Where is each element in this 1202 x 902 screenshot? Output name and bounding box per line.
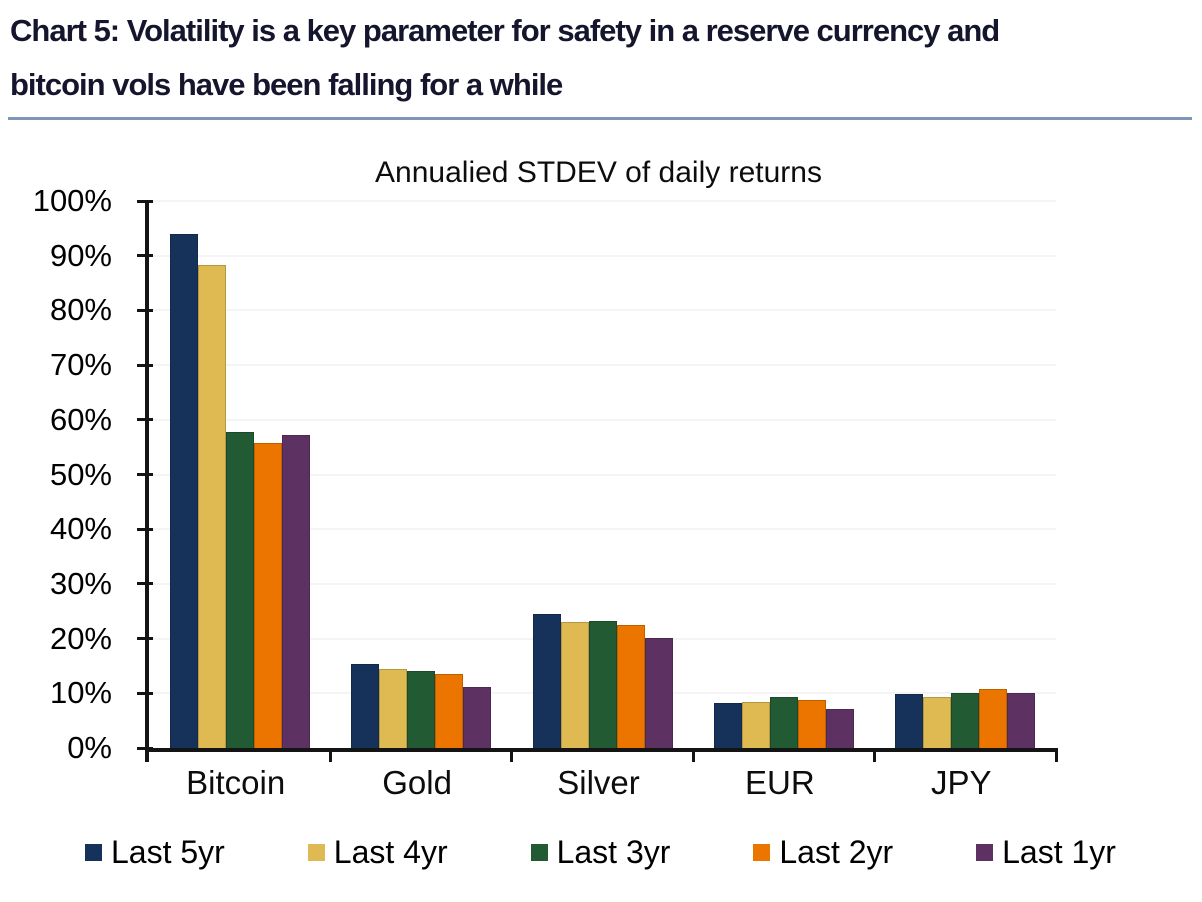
bar-jpy-last-4yr [923, 697, 952, 748]
x-axis-label-gold: Gold [382, 764, 452, 801]
x-axis-tick [873, 748, 877, 762]
bar-bitcoin-last-5yr [169, 233, 198, 748]
y-axis-tick [137, 199, 153, 203]
y-axis-label: 90% [49, 237, 112, 273]
y-axis-tick [137, 691, 153, 695]
y-axis-label: 60% [49, 401, 112, 437]
bar-gold-last-2yr [435, 673, 464, 748]
bar-silver-last-4yr [560, 622, 589, 748]
bar-eur-last-3yr [769, 696, 798, 748]
y-axis-label: 80% [49, 292, 112, 328]
x-axis-label-bitcoin: Bitcoin [186, 764, 286, 801]
figure-title-line2: bitcoin vols have been falling for a whi… [10, 67, 563, 102]
y-axis-tick [137, 418, 153, 422]
y-axis-label: 40% [49, 511, 112, 547]
legend-label: Last 5yr [111, 834, 225, 870]
x-axis-label-silver: Silver [557, 764, 640, 801]
bar-silver-last-5yr [532, 614, 561, 748]
legend-item-last-5yr: Last 5yr [85, 835, 225, 869]
legend-swatch-last-4yr [307, 843, 325, 861]
bar-eur-last-2yr [797, 700, 826, 748]
chart-title: Annualied STDEV of daily returns [375, 156, 822, 189]
legend-label: Last 3yr [556, 834, 671, 870]
legend-label: Last 2yr [779, 834, 894, 870]
bar-gold-last-5yr [351, 663, 380, 748]
bar-bitcoin-last-1yr [281, 434, 310, 748]
gridline [149, 582, 1056, 585]
gridline [149, 200, 1056, 202]
gridline [149, 309, 1056, 312]
bar-jpy-last-1yr [1007, 692, 1036, 748]
y-axis-tick [137, 582, 153, 586]
y-axis-label: 20% [49, 620, 112, 656]
legend-swatch-last-3yr [530, 843, 548, 861]
bar-bitcoin-last-3yr [225, 432, 254, 748]
gridline [149, 473, 1056, 476]
legend: Last 5yr Last 4yr Last 3yr Last 2yr Last 1yr [85, 835, 1116, 869]
legend-item-last-4yr: Last 4yr [307, 834, 448, 870]
legend-item-last-3yr: Last 3yr [530, 834, 671, 870]
legend-swatch-last-1yr [976, 843, 994, 861]
y-axis-tick [137, 363, 153, 367]
bar-jpy-last-3yr [951, 692, 980, 748]
y-axis-label: 100% [32, 183, 112, 218]
bar-gold-last-4yr [379, 668, 408, 748]
gridline [149, 528, 1056, 531]
gridline [149, 364, 1056, 367]
bar-bitcoin-last-4yr [197, 265, 226, 748]
y-axis-tick [137, 254, 153, 258]
legend-swatch-last-2yr [753, 843, 771, 861]
bar-bitcoin-last-2yr [253, 442, 282, 748]
y-axis-tick [137, 527, 153, 531]
x-axis-tick [510, 748, 514, 762]
y-axis-tick [137, 473, 153, 476]
x-axis-label-jpy: JPY [931, 764, 992, 801]
bar-silver-last-3yr [588, 621, 617, 748]
x-axis-tick [328, 748, 332, 762]
x-axis-tick [145, 748, 149, 762]
y-axis-label: 50% [49, 456, 112, 492]
legend-item-last-2yr: Last 2yr [753, 835, 893, 869]
y-axis-label: 0% [67, 730, 112, 765]
legend-label: Last 4yr [333, 834, 448, 870]
figure-header: Chart 5: Volatility is a key parameter f… [10, 4, 1000, 112]
y-axis-label: 70% [49, 347, 112, 383]
y-axis-label: 30% [49, 565, 112, 601]
bar-eur-last-5yr [713, 702, 742, 748]
x-axis-tick [691, 748, 695, 762]
bar-gold-last-1yr [463, 686, 492, 748]
y-axis-tick [137, 308, 153, 312]
plot-area [137, 199, 1058, 762]
legend-item-last-1yr: Last 1yr [976, 835, 1116, 869]
gridline [149, 418, 1056, 421]
bar-eur-last-4yr [741, 701, 770, 748]
x-axis-tick [1054, 748, 1058, 762]
figure-title-line1: Chart 5: Volatility is a key parameter f… [10, 13, 1000, 48]
legend-swatch-last-5yr [85, 843, 102, 861]
bar-silver-last-2yr [616, 625, 645, 748]
legend-label: Last 1yr [1002, 834, 1116, 870]
x-axis-label-eur: EUR [745, 764, 815, 801]
bar-jpy-last-5yr [895, 694, 924, 748]
y-axis-label: 10% [49, 675, 112, 711]
gridline [149, 254, 1056, 257]
bar-jpy-last-2yr [979, 689, 1008, 748]
bar-gold-last-3yr [407, 670, 436, 748]
bar-silver-last-1yr [644, 637, 673, 748]
header-divider [8, 117, 1192, 120]
y-axis-tick [137, 637, 153, 641]
bar-eur-last-1yr [825, 708, 854, 748]
